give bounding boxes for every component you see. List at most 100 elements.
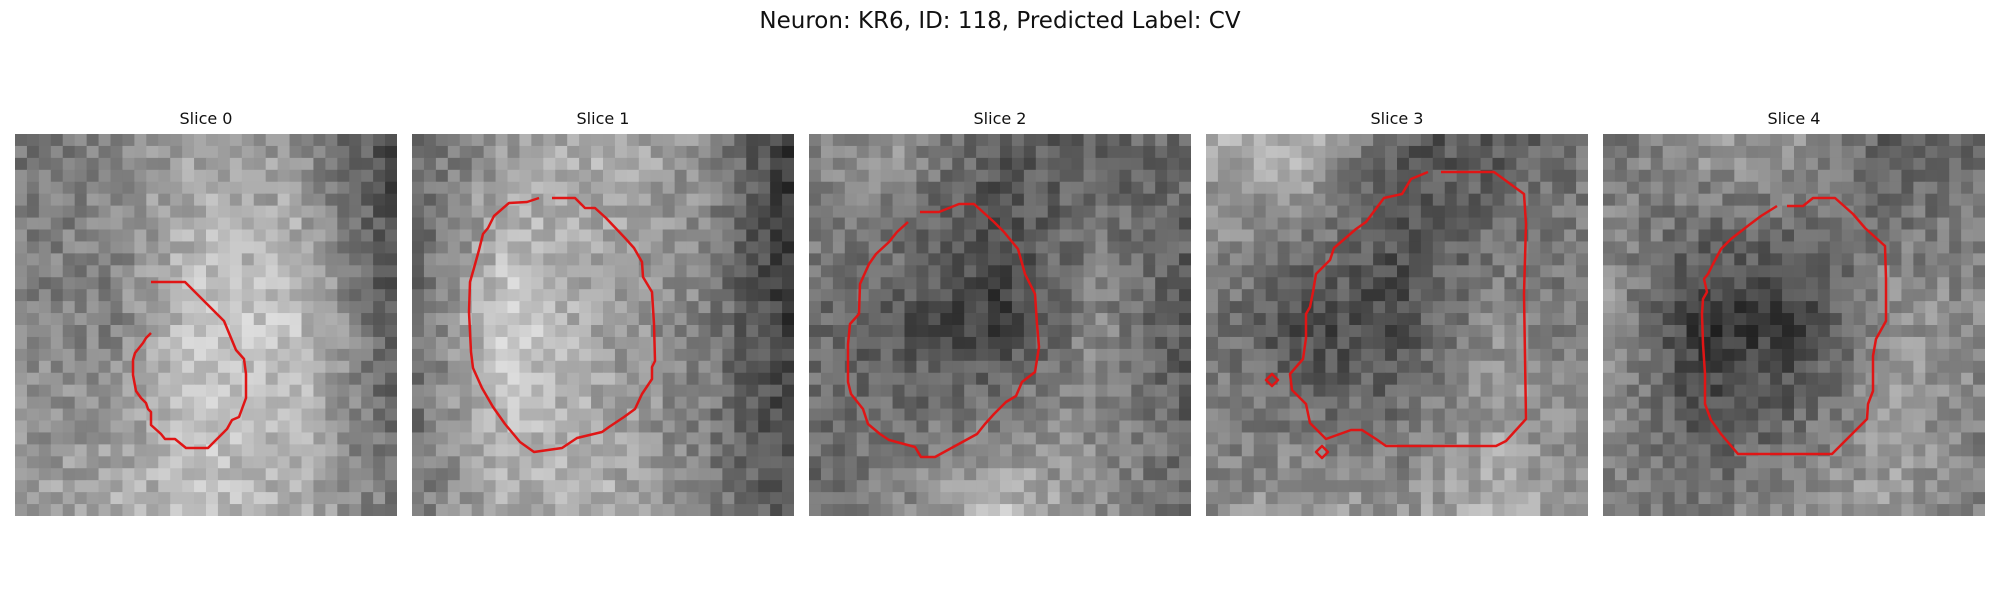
image-pixel	[1179, 432, 1191, 445]
image-pixel	[1047, 134, 1061, 147]
image-pixel	[1059, 217, 1073, 231]
image-pixel	[206, 468, 219, 481]
image-pixel	[1492, 134, 1506, 147]
image-pixel	[1770, 229, 1783, 243]
image-pixel	[1349, 325, 1362, 338]
image-pixel	[1770, 217, 1783, 231]
image-pixel	[1119, 229, 1132, 243]
image-pixel	[459, 504, 473, 516]
image-pixel	[313, 301, 326, 314]
image-pixel	[1937, 277, 1950, 290]
image-pixel	[158, 157, 171, 171]
image-pixel	[928, 169, 941, 183]
image-pixel	[1253, 265, 1267, 278]
image-pixel	[373, 504, 386, 516]
image-pixel	[1059, 145, 1073, 159]
image-pixel	[782, 480, 794, 493]
image-pixel	[734, 265, 747, 278]
image-pixel	[1829, 420, 1843, 434]
image-pixel	[746, 444, 759, 457]
image-pixel	[809, 277, 822, 290]
image-pixel	[1155, 360, 1168, 374]
image-pixel	[710, 253, 723, 266]
image-pixel	[349, 456, 362, 469]
image-pixel	[1758, 336, 1771, 350]
image-pixel	[1000, 289, 1013, 302]
image-pixel	[1385, 241, 1398, 254]
image-pixel	[722, 169, 735, 183]
image-pixel	[809, 420, 822, 434]
image-pixel	[1229, 253, 1243, 266]
image-pixel	[746, 169, 759, 183]
image-pixel	[1770, 325, 1783, 338]
image-pixel	[1119, 301, 1132, 314]
image-pixel	[217, 432, 231, 445]
image-pixel	[916, 360, 929, 374]
image-pixel	[325, 420, 338, 434]
image-pixel	[361, 289, 374, 302]
image-pixel	[591, 456, 604, 469]
image-pixel	[1650, 169, 1664, 183]
image-pixel	[662, 360, 676, 374]
image-pixel	[110, 325, 124, 338]
image-pixel	[1385, 468, 1398, 481]
image-pixel	[1229, 169, 1243, 183]
image-pixel	[26, 134, 40, 147]
image-pixel	[325, 134, 338, 147]
image-pixel	[892, 157, 906, 171]
image-pixel	[170, 193, 183, 207]
image-pixel	[1841, 253, 1855, 266]
image-pixel	[423, 169, 437, 183]
image-pixel	[722, 504, 735, 516]
image-pixel	[734, 325, 747, 338]
image-pixel	[1805, 372, 1819, 386]
image-pixel	[253, 372, 267, 386]
image-pixel	[1023, 157, 1037, 171]
image-pixel	[1949, 229, 1962, 243]
image-pixel	[158, 241, 171, 254]
image-pixel	[1385, 217, 1398, 231]
image-pixel	[1000, 468, 1013, 481]
image-pixel	[1313, 217, 1326, 231]
image-pixel	[614, 145, 628, 159]
image-pixel	[1937, 169, 1950, 183]
image-pixel	[435, 265, 449, 278]
image-pixel	[62, 325, 76, 338]
image-pixel	[1794, 336, 1807, 350]
slice-title: Slice 1	[576, 109, 630, 128]
image-pixel	[1179, 325, 1191, 338]
image-pixel	[1746, 348, 1759, 362]
image-pixel	[1528, 134, 1541, 147]
image-pixel	[614, 169, 628, 183]
image-pixel	[1179, 444, 1191, 457]
image-pixel	[856, 313, 870, 326]
image-pixel	[1420, 456, 1434, 469]
image-pixel	[1131, 301, 1144, 314]
image-pixel	[626, 492, 640, 505]
image-pixel	[650, 468, 664, 481]
image-pixel	[373, 325, 386, 338]
image-pixel	[459, 456, 473, 469]
image-pixel	[1504, 169, 1517, 183]
image-pixel	[1289, 241, 1303, 254]
image-pixel	[1877, 396, 1891, 410]
image-pixel	[964, 265, 977, 278]
image-pixel	[265, 265, 279, 278]
image-pixel	[1432, 336, 1446, 350]
image-pixel	[1217, 384, 1231, 398]
image-pixel	[337, 336, 350, 350]
image-pixel	[916, 277, 929, 290]
image-pixel	[1468, 265, 1482, 278]
image-pixel	[531, 301, 544, 314]
image-pixel	[904, 134, 918, 147]
image-pixel	[770, 456, 783, 469]
image-pixel	[74, 372, 88, 386]
image-pixel	[194, 217, 207, 231]
image-pixel	[62, 420, 76, 434]
image-pixel	[38, 432, 52, 445]
image-pixel	[1289, 193, 1303, 207]
image-pixel	[1083, 157, 1097, 171]
image-pixel	[385, 468, 397, 481]
image-pixel	[385, 265, 397, 278]
slice-title: Slice 3	[1370, 109, 1424, 128]
